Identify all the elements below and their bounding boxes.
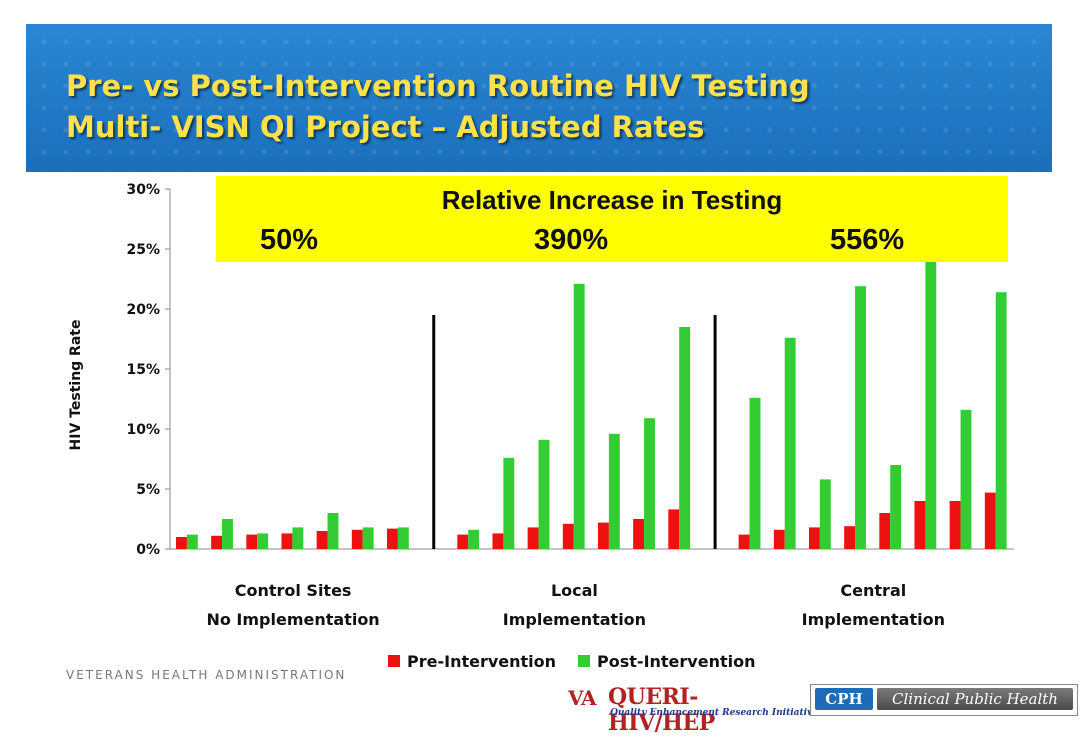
- cph-logo: CPH Clinical Public Health: [810, 684, 1078, 716]
- y-tick-label: 5%: [136, 482, 160, 498]
- slide-title: Pre- vs Post-Intervention Routine HIV Te…: [66, 66, 966, 148]
- bar-pre: [984, 492, 996, 549]
- queri-logo: VA QUERI-HIV/HEP Quality Enhancement Res…: [568, 684, 818, 736]
- relative-increase-callout: Relative Increase in Testing 50% 390% 55…: [216, 176, 1008, 262]
- group-label-line1: Control Sites: [235, 581, 352, 600]
- bar-post: [292, 527, 304, 549]
- bar-pre: [175, 537, 187, 549]
- callout-value-control: 50%: [260, 224, 319, 256]
- bar-pre: [668, 509, 680, 549]
- bar-pre: [844, 526, 856, 549]
- bar-post: [819, 479, 831, 549]
- bar-pre: [281, 533, 293, 549]
- chart-legend: Pre-Intervention Post-Intervention: [388, 648, 755, 674]
- cph-logo-badge: CPH: [815, 688, 873, 710]
- legend-swatch-pre: [388, 655, 400, 667]
- callout-title: Relative Increase in Testing: [441, 185, 783, 215]
- legend-label-post: Post-Intervention: [597, 651, 756, 671]
- bar-post: [925, 227, 937, 549]
- queri-logo-tagline: Quality Enhancement Research Initiative: [610, 708, 819, 718]
- bar-pre: [457, 534, 469, 549]
- title-banner: [26, 24, 1052, 172]
- bar-post: [538, 439, 550, 549]
- bar-pre: [386, 528, 398, 549]
- legend-item-pre: Pre-Intervention: [388, 652, 556, 671]
- bar-pre: [773, 529, 785, 549]
- bar-post: [468, 529, 480, 549]
- bar-post: [890, 465, 902, 549]
- callout-value-central: 556%: [830, 224, 905, 256]
- bar-pre: [808, 527, 820, 549]
- bar-post: [362, 527, 374, 549]
- bar-post: [222, 519, 233, 549]
- bar-post: [503, 457, 515, 549]
- y-tick-label: 30%: [126, 182, 160, 198]
- title-line-1: Pre- vs Post-Intervention Routine HIV Te…: [66, 69, 810, 103]
- bar-post: [995, 292, 1007, 549]
- bar-pre: [316, 531, 328, 549]
- bar-post: [257, 533, 269, 549]
- y-tick-label: 10%: [126, 422, 160, 438]
- legend-label-pre: Pre-Intervention: [407, 651, 557, 671]
- footer-organization: VETERANS HEALTH ADMINISTRATION: [66, 668, 347, 682]
- bar-post: [186, 534, 198, 549]
- group-label-line1: Central: [840, 581, 906, 600]
- bar-post: [855, 286, 866, 549]
- bar-pre: [211, 535, 223, 549]
- bar-chart: 0% 5% 10% 15% 20% 25% 30% HIV Testing Rate Contr…: [68, 182, 1014, 629]
- bar-pre: [914, 501, 926, 549]
- bar-post: [784, 337, 796, 549]
- y-tick-label: 25%: [126, 242, 160, 258]
- group-label-line1: Local: [551, 581, 598, 600]
- bar-post: [327, 513, 339, 549]
- y-tick-label: 15%: [126, 362, 160, 378]
- group-label-line2: Implementation: [503, 610, 646, 629]
- bar-pre: [738, 534, 750, 549]
- y-axis-title: HIV Testing Rate: [68, 320, 84, 451]
- bar-pre: [949, 501, 961, 549]
- bar-pre: [597, 522, 609, 549]
- bar-post: [608, 433, 620, 549]
- bar-post: [644, 418, 655, 549]
- legend-swatch-post: [578, 655, 591, 667]
- bar-pre: [879, 513, 891, 549]
- bar-pre: [246, 534, 258, 549]
- y-tick-label: 0%: [136, 542, 160, 558]
- bar-pre: [633, 519, 645, 549]
- bar-post: [749, 397, 761, 549]
- group-label-line2: Implementation: [802, 610, 945, 629]
- legend-item-post: Post-Intervention: [578, 652, 755, 671]
- bar-pre: [492, 533, 504, 549]
- bar-pre: [527, 527, 539, 549]
- bar-pre: [562, 523, 574, 549]
- cph-logo-name: Clinical Public Health: [877, 688, 1073, 710]
- bar-post: [679, 327, 691, 549]
- va-logo-mark: VA: [568, 686, 597, 710]
- callout-value-local: 390%: [534, 224, 609, 256]
- bar-post: [397, 527, 409, 549]
- bar-post: [573, 283, 585, 549]
- group-label-line2: No Implementation: [206, 610, 379, 629]
- bar-pre: [351, 529, 363, 549]
- bar-post: [960, 409, 972, 549]
- title-line-2: Multi- VISN QI Project – Adjusted Rates: [66, 110, 705, 144]
- y-tick-label: 20%: [126, 302, 160, 318]
